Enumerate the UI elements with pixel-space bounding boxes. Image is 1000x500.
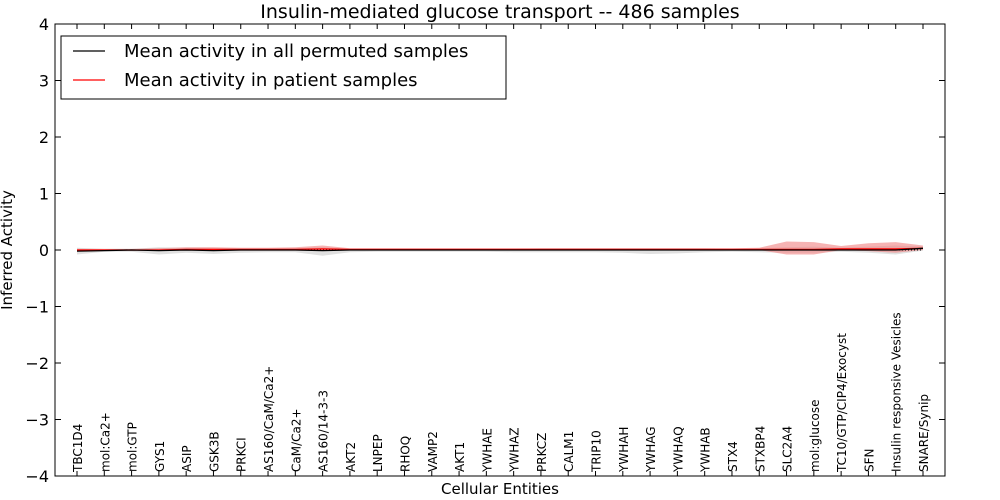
x-tick-label-12: RHOQ [399,436,413,472]
y-tick-label-1: −3 [25,411,49,430]
y-tick-label-4: 0 [39,241,49,260]
x-tick-label-11: LNPEP [371,434,385,472]
x-tick-label-19: TRIP10 [590,430,604,473]
x-tick-label-1: mol:Ca2+ [98,412,112,472]
y-axis-label: Inferred Activity [0,190,16,310]
x-tick-label-20: YWHAH [617,427,631,473]
x-tick-label-27: mol:glucose [808,399,822,472]
x-tick-label-25: STXBP4 [753,426,767,472]
y-tick-label-0: −4 [25,467,49,486]
legend: Mean activity in all permuted samples Me… [60,35,507,100]
x-tick-label-15: YWHAE [480,428,494,473]
band-series-1 [77,241,923,255]
x-tick-label-14: AKT1 [453,442,467,472]
x-tick-label-6: PRKCI [235,437,249,472]
x-tick-label-18: CALM1 [562,431,576,472]
x-axis-label: Cellular Entities [441,480,559,498]
y-tick-label-3: −1 [25,298,49,317]
y-tick-label-5: 1 [39,185,49,204]
x-tick-label-29: SFN [862,449,876,473]
y-tick-label-8: 4 [39,15,49,34]
legend-label-permuted: Mean activity in all permuted samples [124,41,468,62]
x-tick-label-23: YWHAB [699,427,713,473]
x-tick-label-26: SLC2A4 [781,426,795,472]
x-tick-label-8: CaM/Ca2+ [289,408,303,472]
y-tick-label-7: 3 [39,72,49,91]
x-tick-label-30: Insulin responsive Vesicles [890,312,904,472]
y-tick-label-2: −2 [25,354,49,373]
x-tick-label-24: STX4 [726,441,740,472]
x-tick-label-31: SNARE/Synip [917,394,931,472]
x-tick-label-21: YWHAG [644,426,658,473]
x-axis-ticks: TBC1D4 mol:Ca2+ mol:GTP GYS1 ASIP GSK3B PRKCI A… [71,24,931,476]
series-line-0 [76,247,924,252]
legend-box [60,35,507,100]
x-tick-label-4: ASIP [180,445,194,472]
x-tick-label-16: YWHAZ [508,427,522,473]
x-tick-label-17: PRKCZ [535,433,549,472]
legend-label-patient: Mean activity in patient samples [124,70,418,91]
x-tick-label-28: TC10/GTP/CIP4/Exocyst [835,333,849,473]
series-lines [76,247,924,252]
x-tick-label-9: AS160/14-3-3 [317,390,331,472]
x-tick-label-5: GSK3B [208,431,222,472]
chart-title: Insulin-mediated glucose transport -- 48… [260,1,739,23]
x-tick-label-7: AS160/CaM/Ca2+ [262,366,276,472]
x-tick-label-22: YWHAQ [671,426,685,473]
x-tick-label-3: GYS1 [153,441,167,472]
y-tick-label-6: 2 [39,128,49,147]
x-tick-label-10: AKT2 [344,442,358,472]
x-tick-label-2: mol:GTP [126,422,140,472]
x-tick-label-0: TBC1D4 [71,424,85,473]
y-axis-ticks: −4 −3 −2 −1 0 1 2 3 4 [25,15,945,486]
x-tick-label-13: VAMP2 [426,431,440,472]
